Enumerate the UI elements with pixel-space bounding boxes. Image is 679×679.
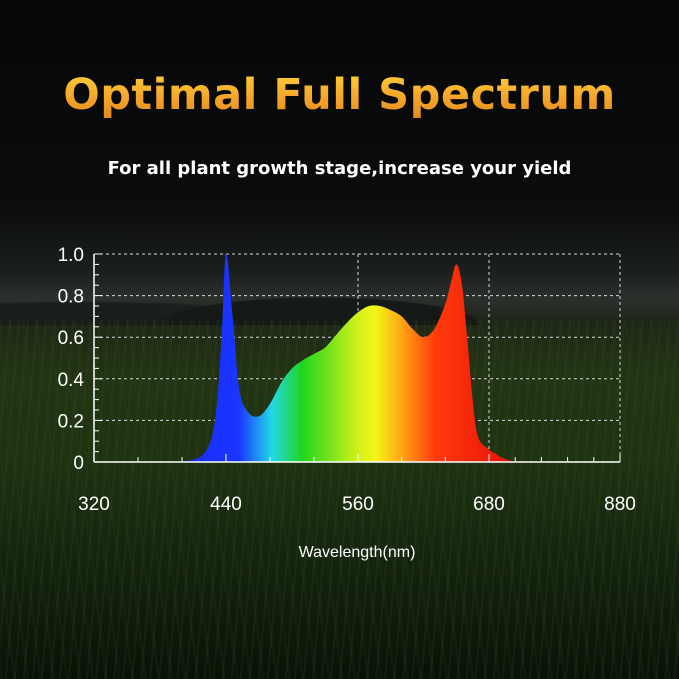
x-axis-ticks: 320 440 560 680 880 <box>78 494 636 515</box>
y-tick-label: 0 <box>73 453 84 474</box>
y-tick-label: 0.8 <box>58 287 84 308</box>
spectrum-area <box>182 253 516 462</box>
y-axis-ticks: 0 0.2 0.4 0.6 0.8 1.0 <box>58 245 85 474</box>
chart-axes <box>93 253 621 463</box>
x-tick-label: 880 <box>604 494 636 515</box>
y-tick-label: 1.0 <box>58 245 84 266</box>
x-tick-label: 440 <box>210 494 242 515</box>
y-tick-label: 0.4 <box>58 370 85 391</box>
background-hills <box>0 255 679 325</box>
x-tick-label: 560 <box>342 494 374 515</box>
x-axis-label: Wavelength(nm) <box>299 544 416 561</box>
y-tick-label: 0.6 <box>58 328 84 349</box>
x-tick-label: 680 <box>473 494 505 515</box>
y-tick-label: 0.2 <box>58 411 84 432</box>
x-tick-label: 320 <box>78 494 110 515</box>
page-title: Optimal Full Spectrum <box>0 70 679 120</box>
page-subtitle: For all plant growth stage,increase your… <box>107 158 572 179</box>
